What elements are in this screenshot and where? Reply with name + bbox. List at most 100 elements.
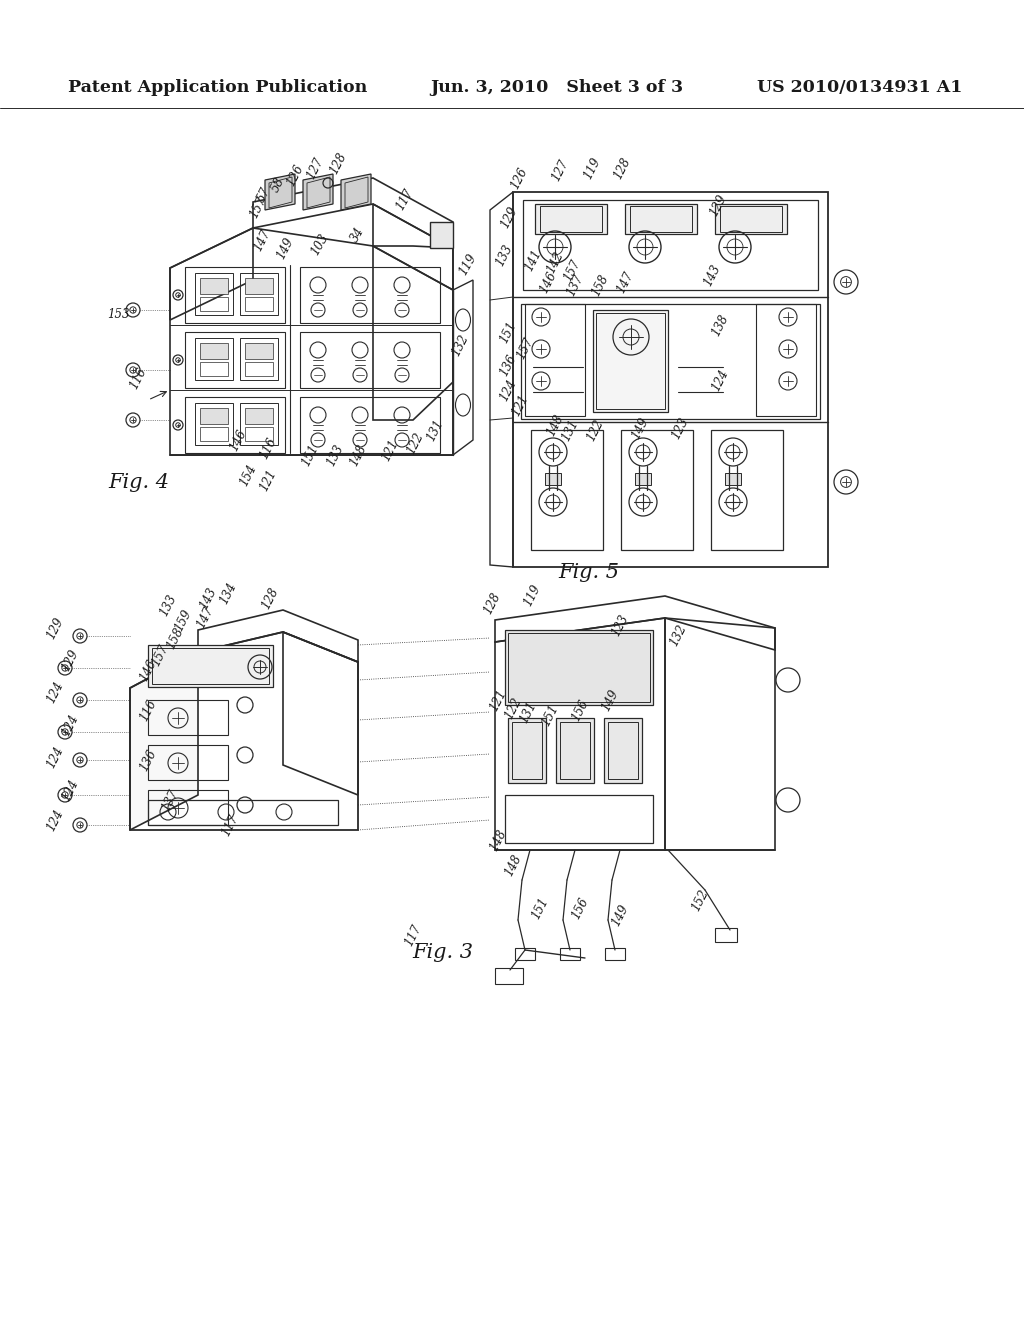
Text: 121: 121 [257, 467, 279, 492]
Bar [245, 408, 273, 424]
Text: 148: 148 [502, 851, 524, 878]
Text: 124: 124 [59, 777, 81, 803]
Text: 103: 103 [309, 232, 331, 257]
Text: 152: 152 [689, 887, 711, 913]
Text: 131: 131 [424, 417, 445, 444]
Bar [148, 789, 228, 825]
Bar [635, 473, 651, 484]
Text: 124: 124 [44, 678, 66, 705]
Text: 34: 34 [348, 226, 368, 244]
Bar [240, 403, 278, 445]
Text: 158: 158 [164, 626, 186, 651]
Bar [245, 343, 273, 359]
Text: 117: 117 [219, 812, 241, 838]
Text: 136: 136 [137, 747, 159, 774]
Bar [200, 426, 228, 441]
Text: Jun. 3, 2010   Sheet 3 of 3: Jun. 3, 2010 Sheet 3 of 3 [430, 79, 683, 96]
Bar [715, 928, 737, 942]
Text: 127: 127 [304, 154, 326, 181]
Bar [604, 718, 642, 783]
Polygon shape [430, 222, 453, 248]
Bar [508, 634, 650, 702]
Bar [200, 297, 228, 312]
Text: 151: 151 [299, 442, 321, 469]
Text: 116: 116 [137, 697, 159, 723]
Bar [195, 338, 233, 380]
Text: 119: 119 [581, 154, 603, 181]
Bar [605, 948, 625, 960]
Text: 133: 133 [157, 593, 179, 618]
Text: 124: 124 [59, 711, 81, 738]
Bar [521, 304, 820, 418]
Text: 121: 121 [509, 392, 530, 418]
Text: 128: 128 [481, 590, 503, 616]
Text: 119: 119 [521, 582, 543, 609]
Bar [560, 948, 580, 960]
Text: 137: 137 [159, 787, 181, 813]
Text: 148: 148 [544, 412, 566, 438]
Text: 157: 157 [561, 257, 583, 282]
Text: Fig. 4: Fig. 4 [108, 473, 169, 491]
Text: 143: 143 [701, 263, 723, 288]
Text: 132: 132 [450, 333, 471, 358]
Text: Patent Application Publication: Patent Application Publication [68, 79, 368, 96]
Text: 137: 137 [564, 272, 586, 298]
Bar [725, 473, 741, 484]
Text: 117: 117 [394, 187, 416, 213]
Text: 131: 131 [517, 700, 539, 725]
Text: 151: 151 [497, 319, 519, 345]
Bar [545, 473, 561, 484]
Text: 58: 58 [269, 176, 287, 194]
Text: 122: 122 [502, 696, 524, 721]
Bar [508, 718, 546, 783]
Bar [148, 645, 273, 686]
Bar [245, 279, 273, 294]
Text: 157: 157 [247, 194, 269, 220]
Text: 57: 57 [255, 185, 273, 205]
Text: 149: 149 [609, 902, 631, 928]
Text: 116: 116 [127, 366, 148, 391]
Bar [525, 304, 585, 416]
Text: Fig. 3: Fig. 3 [412, 942, 473, 961]
Text: 128: 128 [327, 150, 349, 176]
Text: 136: 136 [497, 352, 519, 378]
Polygon shape [303, 174, 333, 210]
Text: 128: 128 [259, 585, 281, 611]
Text: US 2010/0134931 A1: US 2010/0134931 A1 [757, 79, 962, 96]
Bar [556, 718, 594, 783]
Text: 132: 132 [667, 622, 689, 648]
Text: 122: 122 [584, 417, 606, 444]
Text: 131: 131 [559, 417, 581, 444]
Bar [523, 201, 818, 290]
Text: 123: 123 [669, 414, 691, 441]
Text: 124: 124 [497, 378, 519, 403]
Text: 124: 124 [709, 367, 731, 393]
Bar [560, 722, 590, 779]
Text: 126: 126 [284, 162, 306, 187]
Bar [200, 279, 228, 294]
Bar [245, 362, 273, 376]
Text: 142: 142 [544, 249, 566, 275]
Bar [630, 206, 692, 232]
Text: 138: 138 [709, 312, 731, 338]
Text: 154: 154 [238, 462, 259, 488]
Text: 156: 156 [569, 697, 591, 723]
Text: 146: 146 [538, 269, 559, 294]
Text: 124: 124 [44, 807, 66, 833]
Text: 126: 126 [508, 165, 529, 191]
Text: 151: 151 [539, 702, 561, 727]
Bar [200, 343, 228, 359]
Bar [195, 273, 233, 315]
Bar [245, 426, 273, 441]
Bar [495, 968, 523, 983]
Bar [596, 313, 665, 409]
Bar [200, 362, 228, 376]
Polygon shape [265, 174, 295, 210]
Text: 123: 123 [609, 612, 631, 638]
Text: 141: 141 [522, 247, 544, 273]
Bar [720, 206, 782, 232]
Text: 134: 134 [217, 579, 239, 606]
Text: 159: 159 [172, 607, 194, 634]
Text: 129: 129 [708, 191, 729, 218]
Text: 121: 121 [487, 686, 509, 713]
